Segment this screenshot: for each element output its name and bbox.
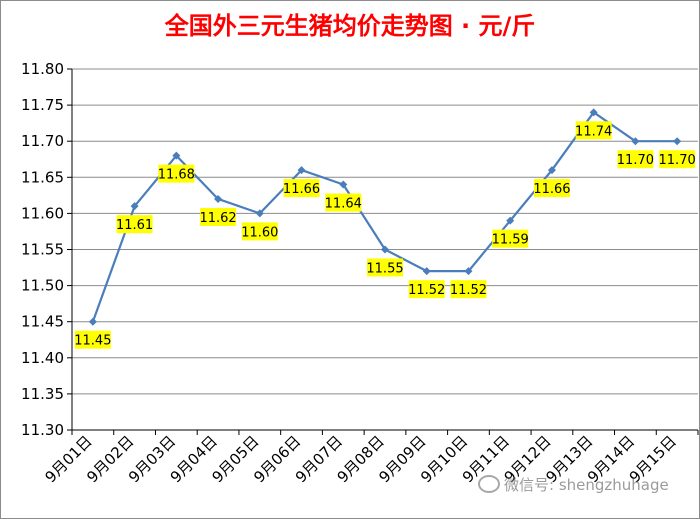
data-label: 11.45: [74, 334, 111, 349]
data-point: [297, 166, 306, 175]
data-label: 11.74: [575, 124, 612, 139]
data-point: [255, 209, 264, 218]
data-label: 11.61: [116, 218, 153, 233]
y-tick-label: 11.45: [21, 313, 64, 331]
data-point: [631, 137, 640, 146]
data-point: [214, 194, 223, 203]
data-labels: 11.45 11.61 11.68 11.62 11.60 11.66 11.64 11.55…: [74, 121, 696, 349]
data-label-box: [74, 330, 111, 349]
data-point: [339, 180, 348, 189]
data-label-box: [367, 258, 403, 277]
data-label-box: [659, 150, 696, 169]
data-label-box: [575, 121, 612, 140]
y-tick-label: 11.50: [21, 277, 64, 295]
watermark-text: 微信号: shengzhuhage: [504, 476, 669, 494]
watermark: 微信号: shengzhuhage: [478, 474, 669, 495]
data-label: 11.66: [533, 182, 570, 197]
data-point: [172, 151, 181, 160]
data-label-box: [283, 179, 320, 198]
y-tick-label: 11.40: [21, 349, 64, 367]
y-tick-label: 11.60: [21, 204, 64, 222]
data-label: 11.64: [325, 197, 362, 212]
data-point: [422, 267, 431, 276]
data-label: 11.52: [408, 283, 445, 298]
data-label-box: [408, 280, 445, 299]
data-label: 11.62: [199, 211, 236, 226]
data-label-box: [325, 193, 362, 212]
y-tick-label: 11.55: [21, 241, 64, 259]
y-tick-label: 11.65: [21, 168, 64, 186]
y-tick-label: 11.30: [21, 421, 64, 439]
data-label: 11.55: [366, 262, 403, 277]
y-tick-label: 11.75: [21, 96, 64, 114]
data-label: 11.52: [450, 283, 487, 298]
data-point: [464, 267, 473, 276]
data-label: 11.68: [158, 168, 195, 183]
data-label-box: [116, 215, 153, 234]
data-point: [130, 202, 139, 211]
data-point: [547, 166, 556, 175]
data-point: [381, 245, 389, 254]
data-label-box: [533, 179, 570, 198]
series-polyline: [91, 111, 678, 323]
data-point: [88, 317, 97, 326]
y-tick-label: 11.80: [21, 60, 64, 78]
y-tick-label: 11.70: [21, 132, 64, 150]
data-label-box: [158, 164, 195, 183]
data-label-box: [492, 229, 529, 248]
chart-title: 全国外三元生猪均价走势图 · 元/斤: [164, 12, 536, 40]
data-label: 11.66: [283, 182, 320, 197]
data-label-box: [450, 280, 487, 299]
data-label: 11.59: [492, 233, 529, 248]
data-point: [673, 137, 682, 146]
data-point: [589, 108, 598, 117]
axes: [67, 68, 699, 435]
y-tick-labels: 11.30 11.35 11.40 11.45 11.50 11.55 11.60 11.65…: [21, 60, 64, 439]
data-label: 11.70: [617, 153, 654, 168]
gridlines: [72, 68, 698, 395]
data-point: [506, 216, 515, 225]
data-label-box: [241, 222, 278, 241]
data-label-box: [200, 207, 237, 226]
data-label-box: [617, 150, 654, 169]
y-tick-label: 11.35: [21, 385, 64, 403]
wechat-icon: [478, 475, 500, 493]
data-label: 11.70: [659, 153, 696, 168]
data-label: 11.60: [241, 225, 278, 240]
